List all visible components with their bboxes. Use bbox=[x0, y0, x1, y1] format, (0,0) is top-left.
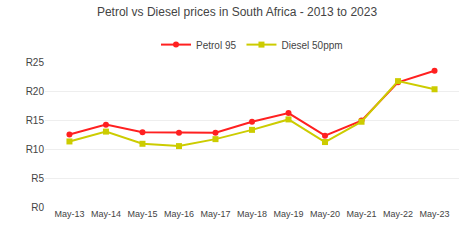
svg-text:R10: R10 bbox=[26, 144, 45, 155]
svg-text:May-23: May-23 bbox=[420, 209, 450, 219]
svg-text:May-16: May-16 bbox=[164, 209, 194, 219]
svg-text:May-21: May-21 bbox=[347, 209, 377, 219]
svg-text:May-19: May-19 bbox=[274, 209, 304, 219]
svg-text:R0: R0 bbox=[31, 202, 44, 213]
svg-text:Petrol vs Diesel prices in Sou: Petrol vs Diesel prices in South Africa … bbox=[97, 5, 377, 19]
svg-text:May-20: May-20 bbox=[310, 209, 340, 219]
svg-text:R25: R25 bbox=[26, 57, 45, 68]
svg-text:R15: R15 bbox=[26, 115, 45, 126]
svg-text:May-14: May-14 bbox=[91, 209, 121, 219]
svg-text:May-18: May-18 bbox=[237, 209, 267, 219]
svg-text:May-17: May-17 bbox=[200, 209, 230, 219]
svg-text:Petrol 95: Petrol 95 bbox=[196, 40, 236, 51]
svg-text:May-13: May-13 bbox=[54, 209, 84, 219]
svg-text:May-15: May-15 bbox=[127, 209, 157, 219]
svg-text:May-22: May-22 bbox=[383, 209, 413, 219]
svg-text:R5: R5 bbox=[31, 173, 44, 184]
svg-text:R20: R20 bbox=[26, 86, 45, 97]
svg-text:Diesel 50ppm: Diesel 50ppm bbox=[281, 40, 342, 51]
